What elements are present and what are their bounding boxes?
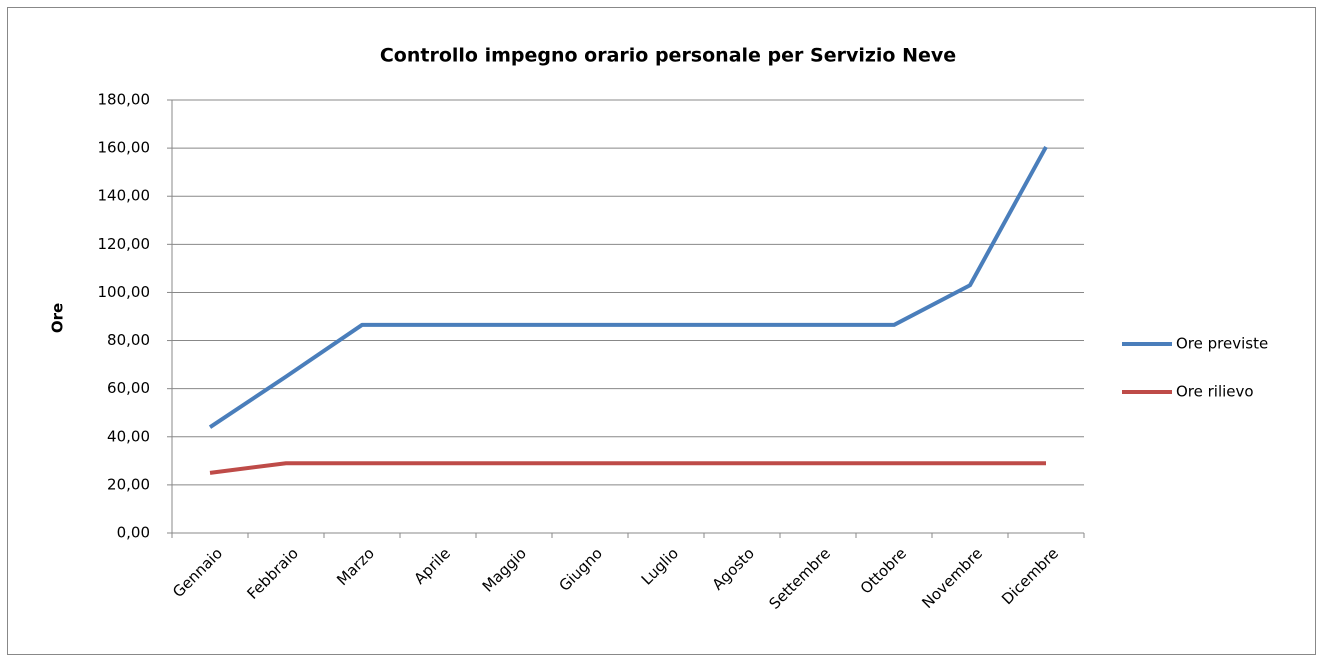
y-tick-label: 180,00 <box>98 91 151 109</box>
y-tick-label: 140,00 <box>98 187 151 205</box>
legend-label: Ore rilievo <box>1176 383 1254 401</box>
chart-border <box>7 7 1316 655</box>
y-tick-label: 80,00 <box>107 331 150 349</box>
y-tick-label: 160,00 <box>98 139 151 157</box>
series-line <box>208 145 1048 429</box>
y-tick-label: 100,00 <box>98 283 151 301</box>
y-tick-label: 20,00 <box>107 475 150 493</box>
y-tick-label: 120,00 <box>98 235 151 253</box>
y-tick-label: 60,00 <box>107 379 150 397</box>
y-tick-label: 0,00 <box>117 524 150 542</box>
series-line <box>209 461 1046 475</box>
y-axis-title: Ore <box>49 303 67 333</box>
y-tick-label: 40,00 <box>107 427 150 445</box>
chart-title: Controllo impegno orario personale per S… <box>380 45 956 67</box>
legend-label: Ore previste <box>1176 335 1268 353</box>
